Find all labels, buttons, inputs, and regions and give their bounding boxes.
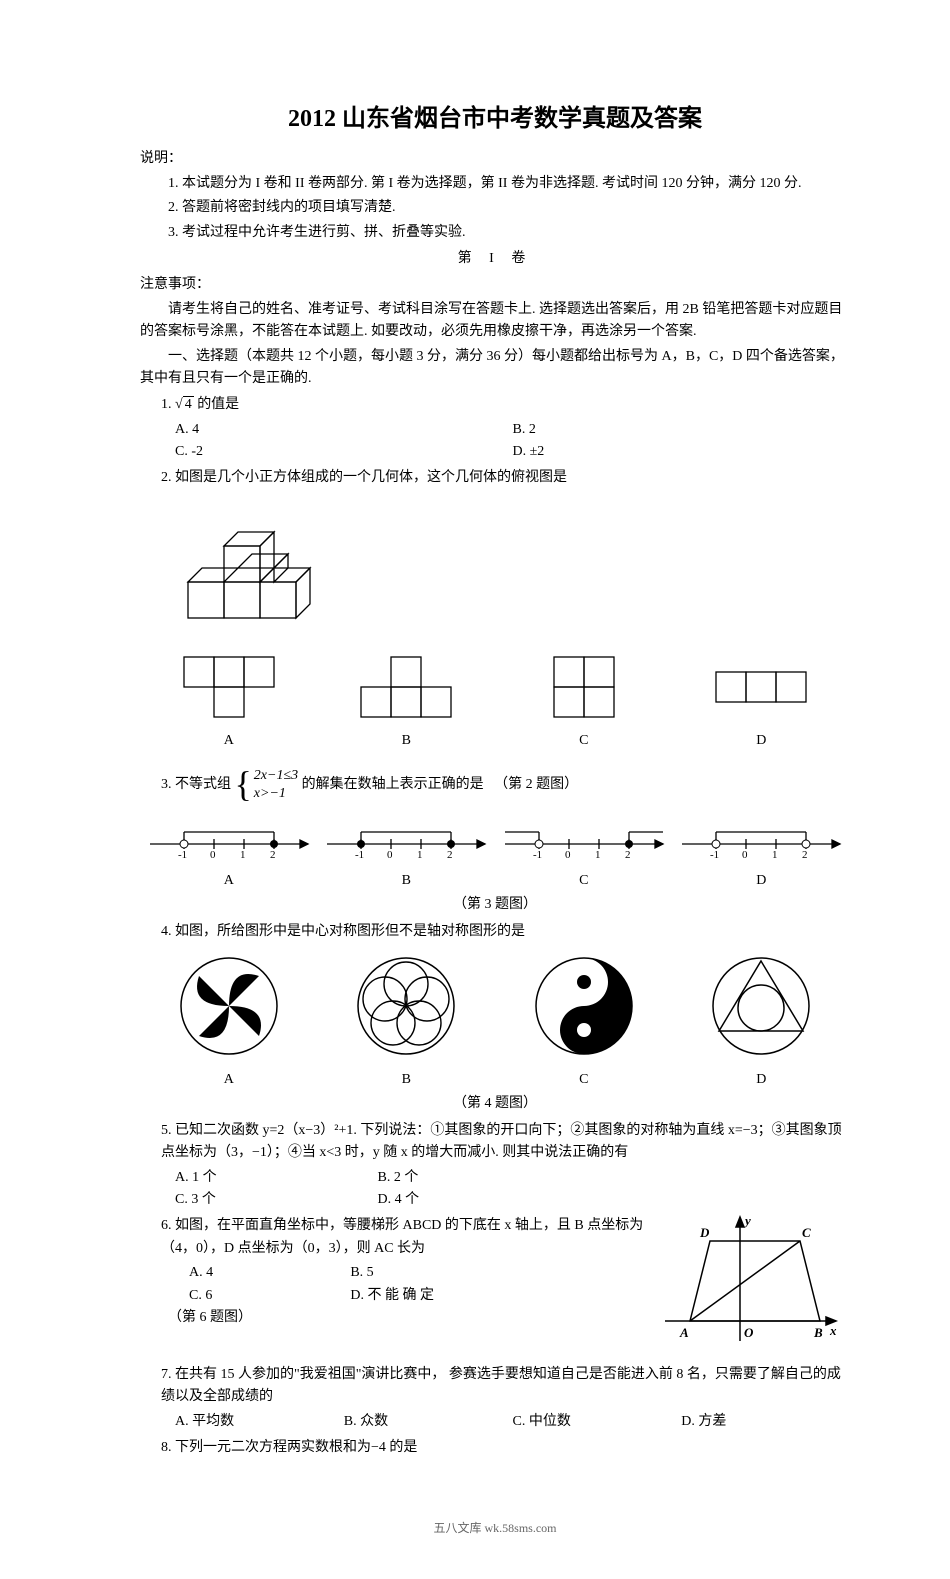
svg-text:0: 0 xyxy=(565,849,571,861)
svg-text:1: 1 xyxy=(595,849,601,861)
svg-text:2: 2 xyxy=(625,849,631,861)
svg-text:2: 2 xyxy=(802,849,808,861)
q7-opt-c: C. 中位数 xyxy=(513,1411,682,1433)
svg-text:y: y xyxy=(743,1213,751,1228)
svg-text:A: A xyxy=(679,1325,689,1340)
q3-opt-c-figure: -1 0 1 2 xyxy=(499,822,669,862)
q5-opt-a: A. 1 个 xyxy=(175,1167,378,1189)
svg-text:O: O xyxy=(744,1325,754,1340)
q5-opt-c: C. 3 个 xyxy=(175,1189,378,1211)
q2-caption-inline: （第 2 题图） xyxy=(494,777,578,792)
q4-opt-b-figure xyxy=(351,951,461,1061)
q3-pre: 3. 不等式组 xyxy=(161,777,231,792)
svg-text:B: B xyxy=(813,1325,823,1340)
q3-line1: 2x−1≤3 xyxy=(254,767,298,785)
part1-label: 第 I 卷 xyxy=(140,248,850,270)
svg-text:0: 0 xyxy=(210,849,216,861)
svg-text:x: x xyxy=(829,1323,837,1338)
q6-opt-c: C. 6 xyxy=(189,1285,350,1307)
page-title: 2012 山东省烟台市中考数学真题及答案 xyxy=(140,100,850,138)
page-footer: 五八文库 wk.58sms.com xyxy=(140,1519,850,1538)
intro-label: 说明： xyxy=(140,148,850,170)
intro-p2: 2. 答题前将密封线内的项目填写清楚. xyxy=(140,197,850,219)
q2-label-d: D xyxy=(696,730,826,752)
q1-stem-pre: 1. xyxy=(161,397,175,412)
q6-stem: 6. 如图，在平面直角坐标中，等腰梯形 ABCD 的下底在 x 轴上，且 B 点… xyxy=(161,1215,650,1260)
q6-opt-b: B. 5 xyxy=(350,1262,650,1284)
svg-text:2: 2 xyxy=(270,849,276,861)
q4-label-a: A xyxy=(174,1069,284,1091)
q4-stem: 4. 如图，所给图形中是中心对称图形但不是轴对称图形的是 xyxy=(161,921,850,943)
svg-text:1: 1 xyxy=(240,849,246,861)
q4-opt-d-figure xyxy=(706,951,816,1061)
q3-opt-a-figure: -1 0 1 2 xyxy=(144,822,314,862)
svg-text:C: C xyxy=(802,1225,811,1240)
q3: 3. 不等式组 { 2x−1≤3 x>−1 的解集在数轴上表示正确的是 （第 2… xyxy=(161,756,850,814)
q4-label-c: C xyxy=(529,1069,639,1091)
q3-opt-d-figure: -1 0 1 2 xyxy=(676,822,846,862)
q4-opt-c-figure xyxy=(529,951,639,1061)
q2-opt-b-figure xyxy=(341,642,471,722)
intro-p3: 3. 考试过程中允许考生进行剪、拼、折叠等实验. xyxy=(140,222,850,244)
brace-icon: { xyxy=(235,756,252,814)
q7-stem: 7. 在共有 15 人参加的"我爱祖国"演讲比赛中， 参赛选手要想知道自己是否能… xyxy=(161,1364,850,1409)
svg-text:1: 1 xyxy=(772,849,778,861)
q5-stem: 5. 已知二次函数 y=2（x−3）²+1. 下列说法：①其图象的开口向下；②其… xyxy=(161,1120,850,1165)
q7-opt-d: D. 方差 xyxy=(681,1411,850,1433)
q2-label-b: B xyxy=(341,730,471,752)
q2-opt-d-figure xyxy=(696,642,826,722)
q3-line2: x>−1 xyxy=(254,785,298,803)
svg-text:-1: -1 xyxy=(178,849,187,861)
q3-label-b: B xyxy=(321,870,491,892)
q3-opt-b-figure: -1 0 1 2 xyxy=(321,822,491,862)
note-p1: 请考生将自己的姓名、准考证号、考试科目涂写在答题卡上. 选择题选出答案后，用 2… xyxy=(140,299,850,344)
q6-caption: （第 6 题图） xyxy=(168,1307,650,1329)
q3-post: 的解集在数轴上表示正确的是 xyxy=(302,777,484,792)
q4-caption: （第 4 题图） xyxy=(140,1093,850,1115)
q2-opt-c-figure xyxy=(519,642,649,722)
q2-solid-figure xyxy=(168,494,328,634)
q4-label-d: D xyxy=(706,1069,816,1091)
q1-opt-b: B. 2 xyxy=(513,419,851,441)
q2-opt-a-figure xyxy=(164,642,294,722)
q2-options-row xyxy=(140,642,850,722)
q6-opt-d: D. 不 能 确 定 xyxy=(350,1285,650,1307)
q3-caption: （第 3 题图） xyxy=(140,894,850,916)
q1: 1. √4 的值是 xyxy=(161,394,850,416)
q3-options-row: -1 0 1 2 -1 0 1 2 - xyxy=(140,822,850,862)
q8-stem: 8. 下列一元二次方程两实数根和为−4 的是 xyxy=(161,1437,850,1459)
q4-opt-a-figure xyxy=(174,951,284,1061)
q1-opt-c: C. -2 xyxy=(175,441,513,463)
svg-text:-1: -1 xyxy=(710,849,719,861)
q7-opt-b: B. 众数 xyxy=(344,1411,513,1433)
q5-opt-d: D. 4 个 xyxy=(378,1189,851,1211)
section-1-heading: 一、选择题（本题共 12 个小题，每小题 3 分，满分 36 分）每小题都给出标… xyxy=(140,346,850,391)
q3-label-a: A xyxy=(144,870,314,892)
q7-opt-a: A. 平均数 xyxy=(175,1411,344,1433)
q3-label-c: C xyxy=(499,870,669,892)
q1-opt-a: A. 4 xyxy=(175,419,513,441)
q2-label-a: A xyxy=(164,730,294,752)
q4-label-b: B xyxy=(351,1069,461,1091)
svg-text:D: D xyxy=(699,1225,710,1240)
q1-sqrt-val: 4 xyxy=(183,396,194,412)
q3-label-d: D xyxy=(676,870,846,892)
q2-stem: 2. 如图是几个小正方体组成的一个几何体，这个几何体的俯视图是 xyxy=(161,467,850,489)
intro-p1: 1. 本试题分为 I 卷和 II 卷两部分. 第 I 卷为选择题，第 II 卷为… xyxy=(140,173,850,195)
q6-opt-a: A. 4 xyxy=(189,1262,350,1284)
q4-options-row xyxy=(140,951,850,1061)
q2-label-c: C xyxy=(519,730,649,752)
q5-opt-b: B. 2 个 xyxy=(378,1167,851,1189)
svg-text:1: 1 xyxy=(417,849,423,861)
svg-text:0: 0 xyxy=(742,849,748,861)
svg-text:0: 0 xyxy=(387,849,393,861)
q6-figure: y x D C A B O xyxy=(650,1211,840,1351)
q1-stem-post: 的值是 xyxy=(194,397,240,412)
svg-text:2: 2 xyxy=(447,849,453,861)
svg-text:-1: -1 xyxy=(355,849,364,861)
q1-opt-d: D. ±2 xyxy=(513,441,851,463)
note-label: 注意事项： xyxy=(140,274,850,296)
svg-text:-1: -1 xyxy=(533,849,542,861)
